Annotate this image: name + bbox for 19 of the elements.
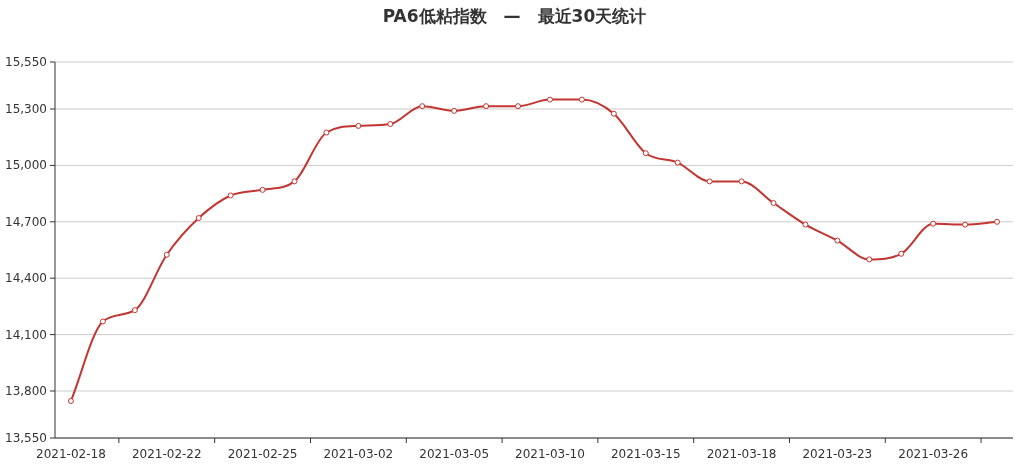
- y-tick-label: 13,800: [5, 384, 47, 398]
- y-tick-label: 14,700: [5, 214, 47, 229]
- x-tick-label: 2021-03-10: [515, 447, 585, 461]
- y-tick-label: 15,550: [5, 55, 47, 69]
- x-tick-label: 2021-03-26: [898, 447, 969, 461]
- y-tick-label: 14,400: [5, 271, 47, 286]
- y-tick-label: 14,100: [5, 327, 47, 342]
- x-tick-label: 2021-03-05: [419, 447, 490, 461]
- x-tick-label: 2021-02-22: [131, 447, 202, 461]
- x-tick-label: 2021-02-18: [36, 447, 106, 461]
- x-tick-label: 2021-03-02: [323, 447, 394, 461]
- y-tick-label: 15,300: [5, 102, 47, 116]
- x-tick-label: 2021-03-18: [706, 447, 777, 461]
- y-tick-label: 13,550: [5, 431, 47, 445]
- x-tick-label: 2021-03-23: [802, 447, 873, 461]
- x-tick-label: 2021-03-15: [610, 447, 681, 461]
- chart-title: PA6低粘指数 — 最近30天统计: [382, 6, 647, 26]
- y-tick-label: 15,000: [5, 158, 47, 173]
- x-tick-label: 2021-02-25: [227, 447, 298, 461]
